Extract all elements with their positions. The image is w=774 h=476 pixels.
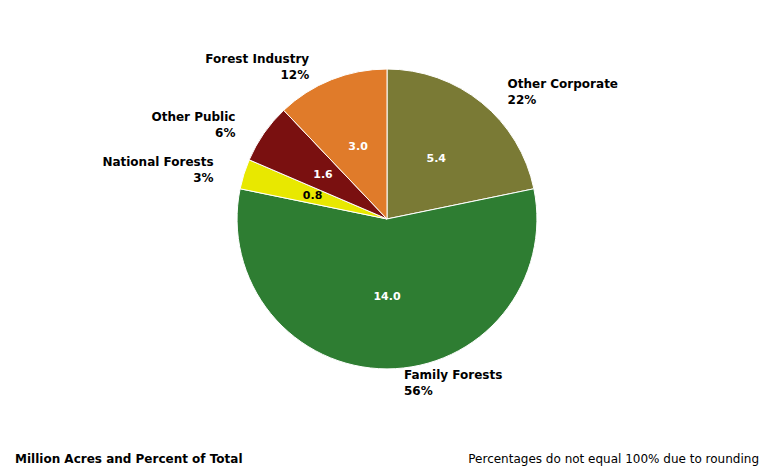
svg-text:0.8: 0.8 xyxy=(303,189,323,202)
svg-text:3.0: 3.0 xyxy=(348,140,368,153)
svg-text:12%: 12% xyxy=(280,68,309,82)
svg-text:5.4: 5.4 xyxy=(427,152,447,165)
svg-text:Percentages do not equal 100%: Percentages do not equal 100% due to rou… xyxy=(468,452,759,466)
svg-text:Family Forests: Family Forests xyxy=(404,368,502,382)
svg-text:3%: 3% xyxy=(193,171,213,185)
svg-text:6%: 6% xyxy=(215,126,235,140)
svg-text:Other Corporate: Other Corporate xyxy=(508,77,618,91)
svg-text:22%: 22% xyxy=(508,93,537,107)
svg-text:56%: 56% xyxy=(404,384,433,398)
svg-text:Forest Industry: Forest Industry xyxy=(205,52,309,66)
svg-text:National Forests: National Forests xyxy=(102,155,213,169)
svg-text:Million Acres and Percent of T: Million Acres and Percent of Total xyxy=(15,452,243,466)
svg-text:1.6: 1.6 xyxy=(313,168,333,181)
svg-text:14.0: 14.0 xyxy=(373,290,400,303)
svg-text:Other Public: Other Public xyxy=(151,110,235,124)
